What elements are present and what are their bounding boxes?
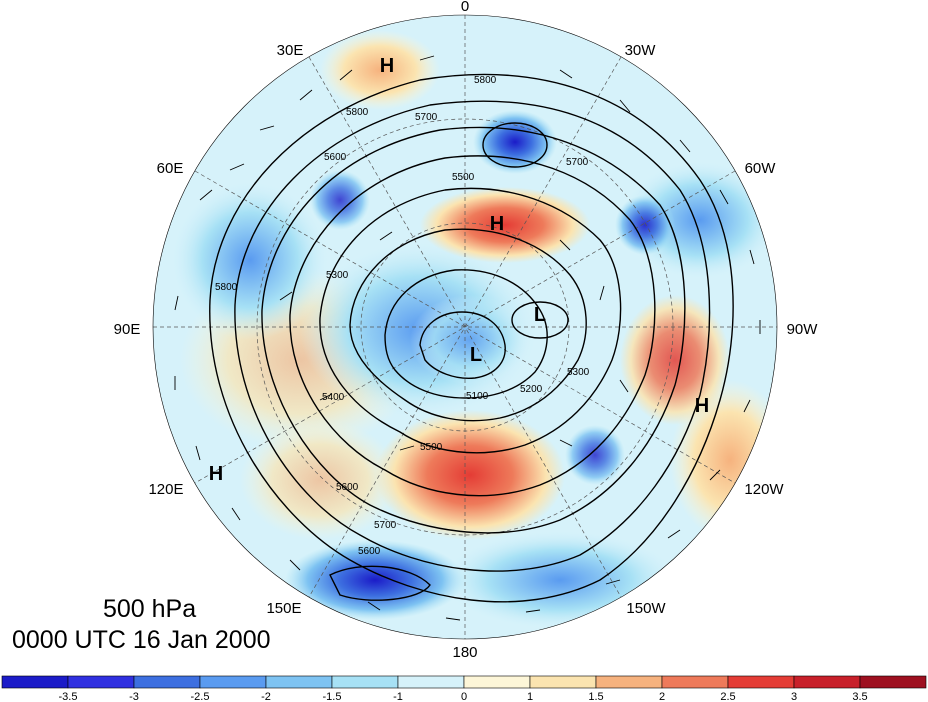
- graticule: [153, 15, 777, 639]
- colorbar-tick-label: -1.5: [323, 691, 342, 702]
- contour-label: 5700: [566, 157, 589, 168]
- contour-label: 5800: [474, 75, 497, 86]
- colorbar-tick-label: 1.5: [588, 691, 603, 702]
- colorbar-swatch: [463, 675, 531, 689]
- colorbar-swatch: [859, 675, 927, 689]
- colorbar-tick-label: 2.5: [720, 691, 735, 702]
- colorbar-tick-label: 1: [527, 691, 533, 702]
- caption-time: 0000 UTC 16 Jan 2000: [12, 626, 271, 654]
- contour-labels: 5800 5800 5700 5700 5600 5500 5500 5400 …: [215, 75, 590, 557]
- lon-label-150e: 150E: [266, 600, 301, 617]
- contour-label: 5300: [326, 270, 349, 281]
- lon-label-30w: 30W: [625, 42, 657, 59]
- colorbar-tick-label: -3: [129, 691, 139, 702]
- globe-outline: [152, 14, 778, 640]
- colorbar-swatch: [793, 675, 861, 689]
- caption-level: 500 hPa: [103, 595, 197, 623]
- colorbar-swatch: [397, 675, 465, 689]
- high-center-north-sea: H: [490, 213, 504, 235]
- colorbar-swatch: [199, 675, 267, 689]
- contour-label: 5500: [452, 172, 475, 183]
- low-center-canada: L: [534, 304, 546, 326]
- colorbar-tick-label: -3.5: [59, 691, 78, 702]
- lon-label-30e: 30E: [277, 42, 304, 59]
- contour-label: 5800: [215, 282, 238, 293]
- lon-label-60w: 60W: [745, 160, 777, 177]
- colorbar-tick-label: 2: [659, 691, 665, 702]
- contour-label: 5600: [336, 482, 359, 493]
- low-center-polar: L: [470, 344, 482, 366]
- contour-label: 5800: [346, 107, 369, 118]
- colorbar-swatch: [727, 675, 795, 689]
- lon-label-90w: 90W: [787, 321, 819, 338]
- lon-label-120e: 120E: [148, 481, 183, 498]
- lon-label-0: 0: [461, 0, 469, 15]
- lon-label-180: 180: [452, 644, 477, 661]
- contour-label: 5100: [466, 391, 489, 402]
- lon-label-90e: 90E: [114, 321, 141, 338]
- colorbar-tick-label: 3.5: [852, 691, 867, 702]
- contour-label: 5400: [322, 392, 345, 403]
- anomaly-shading: [153, 15, 777, 639]
- contour-label: 5200: [520, 384, 543, 395]
- colorbar-tick-label: -2.5: [191, 691, 210, 702]
- contour-label: 5600: [358, 546, 381, 557]
- colorbar-tick-label: -2: [261, 691, 271, 702]
- colorbar-swatch: [595, 675, 663, 689]
- contour-label: 5600: [324, 152, 347, 163]
- colorbar-swatch: [661, 675, 729, 689]
- contour-label: 5300: [567, 367, 590, 378]
- colorbar-swatch: [331, 675, 399, 689]
- colorbar-swatch: [529, 675, 597, 689]
- high-center-north-america: H: [695, 395, 709, 417]
- height-contours: [209, 73, 734, 603]
- contour-label: 5500: [420, 442, 443, 453]
- colorbar-swatch: [133, 675, 201, 689]
- colorbar-tick-label: -1: [393, 691, 403, 702]
- colorbar-tick-label: 0: [461, 691, 467, 702]
- lon-label-150w: 150W: [626, 600, 666, 617]
- colorbar-swatch: [67, 675, 135, 689]
- colorbar: -3.5 -3 -2.5 -2 -1.5 -1 0 1 1.5 2 2.5 3 3.5: [1, 675, 927, 702]
- high-center-asia: H: [209, 463, 223, 485]
- colorbar-swatch: [1, 675, 69, 689]
- colorbar-swatch: [265, 675, 333, 689]
- contour-label: 5700: [374, 520, 397, 531]
- lon-label-120w: 120W: [744, 481, 784, 498]
- wind-barbs: [174, 55, 761, 621]
- lon-label-60e: 60E: [157, 160, 184, 177]
- colorbar-tick-label: 3: [791, 691, 797, 702]
- high-center-atlantic: H: [380, 55, 394, 77]
- contour-label: 5700: [415, 112, 438, 123]
